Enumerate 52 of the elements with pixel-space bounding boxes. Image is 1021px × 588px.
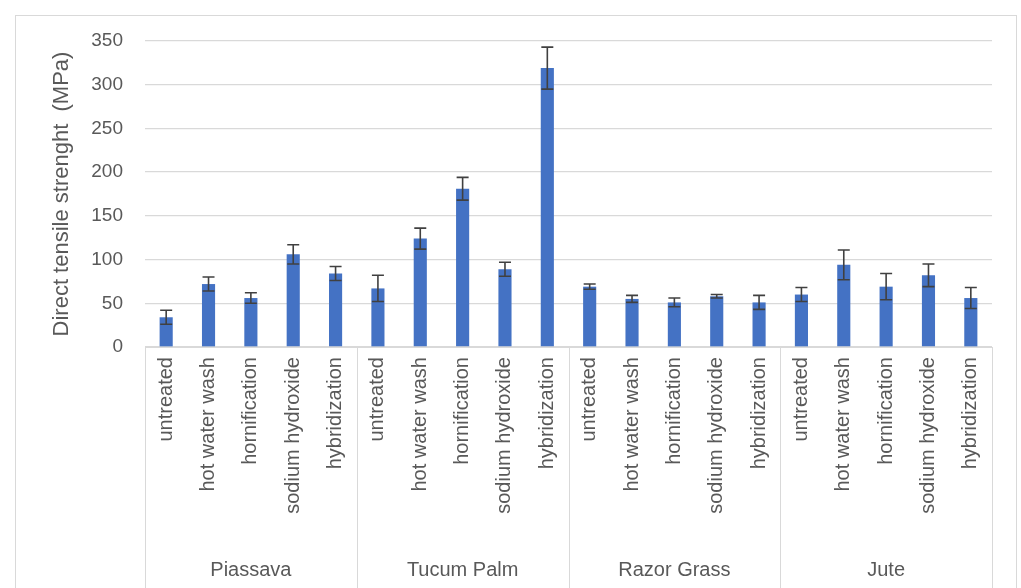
bar (286, 254, 300, 347)
x-tick-label: hybridization (534, 357, 557, 470)
bar (244, 298, 258, 347)
bar (498, 269, 512, 347)
y-tick-label: 100 (91, 247, 123, 269)
y-tick-label: 250 (91, 116, 123, 138)
x-tick-label: sodium hydroxide (915, 357, 938, 514)
x-tick-label: hot water wash (619, 357, 642, 492)
x-tick-label: hot water wash (196, 357, 219, 492)
bar (456, 188, 470, 347)
x-tick-label: hybridization (958, 357, 981, 470)
bar (625, 298, 639, 347)
y-tick-label: 50 (101, 291, 123, 313)
x-tick-label: hot water wash (407, 357, 430, 492)
y-axis-title: Direct tensile strenght (MPa) (48, 51, 74, 337)
y-tick-label: 350 (91, 29, 123, 51)
text: Piassava (210, 557, 293, 580)
x-tick-label: hornification (450, 357, 473, 465)
x-tick-label: hornification (238, 357, 261, 465)
bar (879, 286, 893, 347)
bar (710, 296, 724, 347)
text: Jute (867, 557, 906, 580)
bar (667, 302, 681, 347)
bar (329, 273, 343, 347)
x-tick-label: hybridization (746, 357, 769, 470)
x-tick-label: sodium hydroxide (280, 357, 303, 514)
bar (837, 264, 851, 347)
x-tick-label: untreated (577, 357, 600, 442)
bar (583, 286, 597, 347)
x-tick-label: hybridization (323, 357, 346, 470)
text: Tucum Palm (406, 557, 519, 580)
x-tick-label: hornification (873, 357, 896, 465)
bar (540, 68, 554, 347)
bar (921, 275, 936, 347)
x-tick-label: hornification (661, 357, 684, 465)
bar (752, 302, 766, 347)
bar (371, 288, 385, 347)
bar (201, 284, 216, 347)
x-tick-label: sodium hydroxide (492, 357, 515, 514)
y-tick-label: 0 (112, 335, 123, 357)
y-tick-label: 300 (91, 72, 123, 94)
bar (964, 298, 978, 347)
y-tick-label: 200 (91, 160, 123, 182)
bar (413, 238, 427, 347)
x-tick-label: untreated (788, 357, 811, 442)
x-tick-label: untreated (365, 357, 388, 442)
x-tick-label: untreated (153, 357, 176, 442)
text: Razor Grass (618, 557, 731, 580)
y-tick-label: 150 (91, 204, 123, 226)
x-tick-label: sodium hydroxide (704, 357, 727, 514)
bar (794, 294, 808, 347)
x-tick-label: hot water wash (831, 357, 854, 492)
